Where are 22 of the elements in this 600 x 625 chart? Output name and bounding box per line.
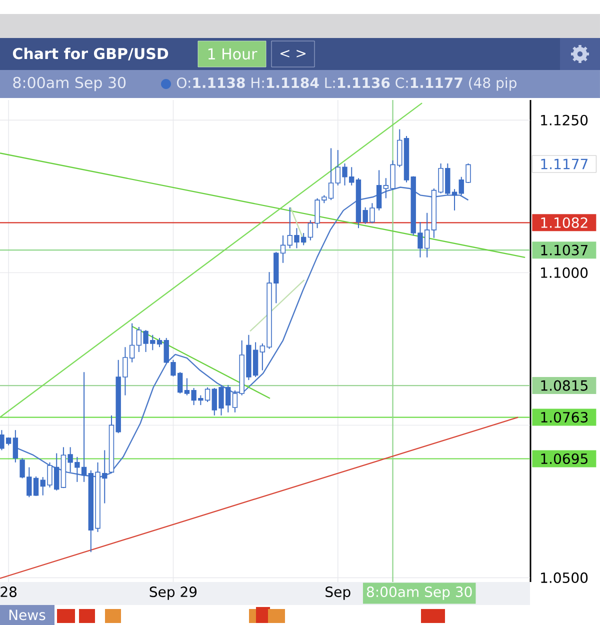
chart-title: Chart for GBP/USD (12, 48, 168, 60)
y-tick-label: 1.0500 (541, 572, 588, 584)
text: 1 Hour (208, 48, 258, 60)
text: < > (280, 50, 306, 58)
y-tick-label: 1.1000 (541, 267, 588, 278)
y-tick-label: 1.1250 (541, 114, 588, 126)
x-tick-label: Sep 29 (150, 586, 197, 600)
text: O:1.1138 H:1.1184 L:1.1136 C:1.1177 (48 pip (176, 77, 516, 91)
x-tick-label: Sep (326, 586, 350, 600)
candlestick (12, 430, 18, 463)
chart-subtitle: 8:00am Sep 30 (13, 76, 126, 92)
candlestick (156, 337, 162, 348)
ref-line-label: 1.1082 (541, 217, 588, 228)
text: News (9, 610, 46, 620)
ref-line-label: 1.1037 (541, 244, 588, 256)
ref-line-label: 1.0763 (541, 412, 588, 423)
ref-line-label: 1.0815 (541, 380, 588, 391)
text: 1.1177 (541, 158, 588, 170)
candlestick (280, 234, 286, 264)
x-tick-label: 28 (0, 586, 17, 598)
ref-line-label: 8:00am Sep 30 (366, 586, 472, 600)
ref-line-label: 1.0695 (541, 453, 588, 464)
